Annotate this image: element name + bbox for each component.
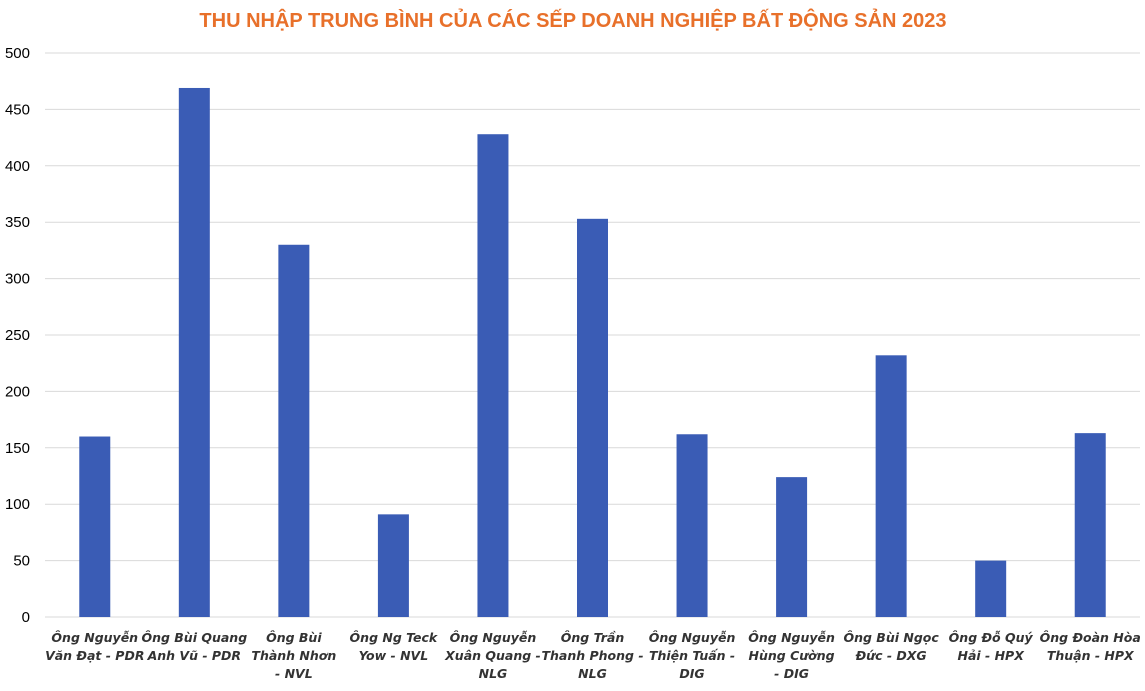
x-tick-label: Ông Trần Thanh Phong -NLG xyxy=(541,630,643,681)
x-tick-label: Ông Đoàn Hòa Thuận - HPX xyxy=(1040,630,1141,663)
x-tick-label: Ông Bùi Ngọc Đức - DXG xyxy=(843,630,939,663)
bar xyxy=(178,87,210,617)
y-tick-label: 200 xyxy=(5,383,30,400)
y-tick-label: 400 xyxy=(5,158,30,175)
y-tick-label: 0 xyxy=(22,609,30,626)
y-tick-label: 500 xyxy=(5,45,30,62)
y-tick-label: 300 xyxy=(5,271,30,288)
bar xyxy=(776,477,808,617)
y-tick-label: 150 xyxy=(5,440,30,457)
y-tick-label: 100 xyxy=(5,496,30,513)
bar xyxy=(278,244,310,617)
y-tick-label: 450 xyxy=(5,101,30,118)
y-tick-label: 50 xyxy=(13,553,30,570)
bar xyxy=(577,218,608,618)
x-tick-label: Ông Nguyễn Thiện Tuấn -DIG xyxy=(649,630,736,681)
x-tick-label: Ông Nguyễn Hùng Cường - DIG xyxy=(748,630,835,681)
x-tick-label: Ông Bùi Thành Nhơn - NVL xyxy=(251,630,336,681)
bar xyxy=(875,355,907,617)
y-tick-label: 250 xyxy=(5,327,30,344)
y-tick-label: 350 xyxy=(5,214,30,231)
bar xyxy=(477,134,509,617)
bar xyxy=(377,514,409,617)
bar xyxy=(975,560,1007,617)
chart-title: THU NHẬP TRUNG BÌNH CỦA CÁC SẾP DOANH NG… xyxy=(199,8,946,32)
x-tick-label: Ông Nguyễn Văn Đạt - PDR xyxy=(45,630,144,663)
x-tick-label: Ông Bùi Quang Anh Vũ - PDR xyxy=(141,630,247,663)
bar xyxy=(79,436,111,617)
x-tick-label: Ông Ng Teck Yow - NVL xyxy=(350,630,438,663)
x-tick-label: Ông Đỗ Quý Hải - HPX xyxy=(949,630,1034,663)
bar xyxy=(1074,433,1106,617)
bar xyxy=(676,434,708,617)
x-tick-label: Ông Nguyễn Xuân Quang -NLG xyxy=(444,630,541,681)
